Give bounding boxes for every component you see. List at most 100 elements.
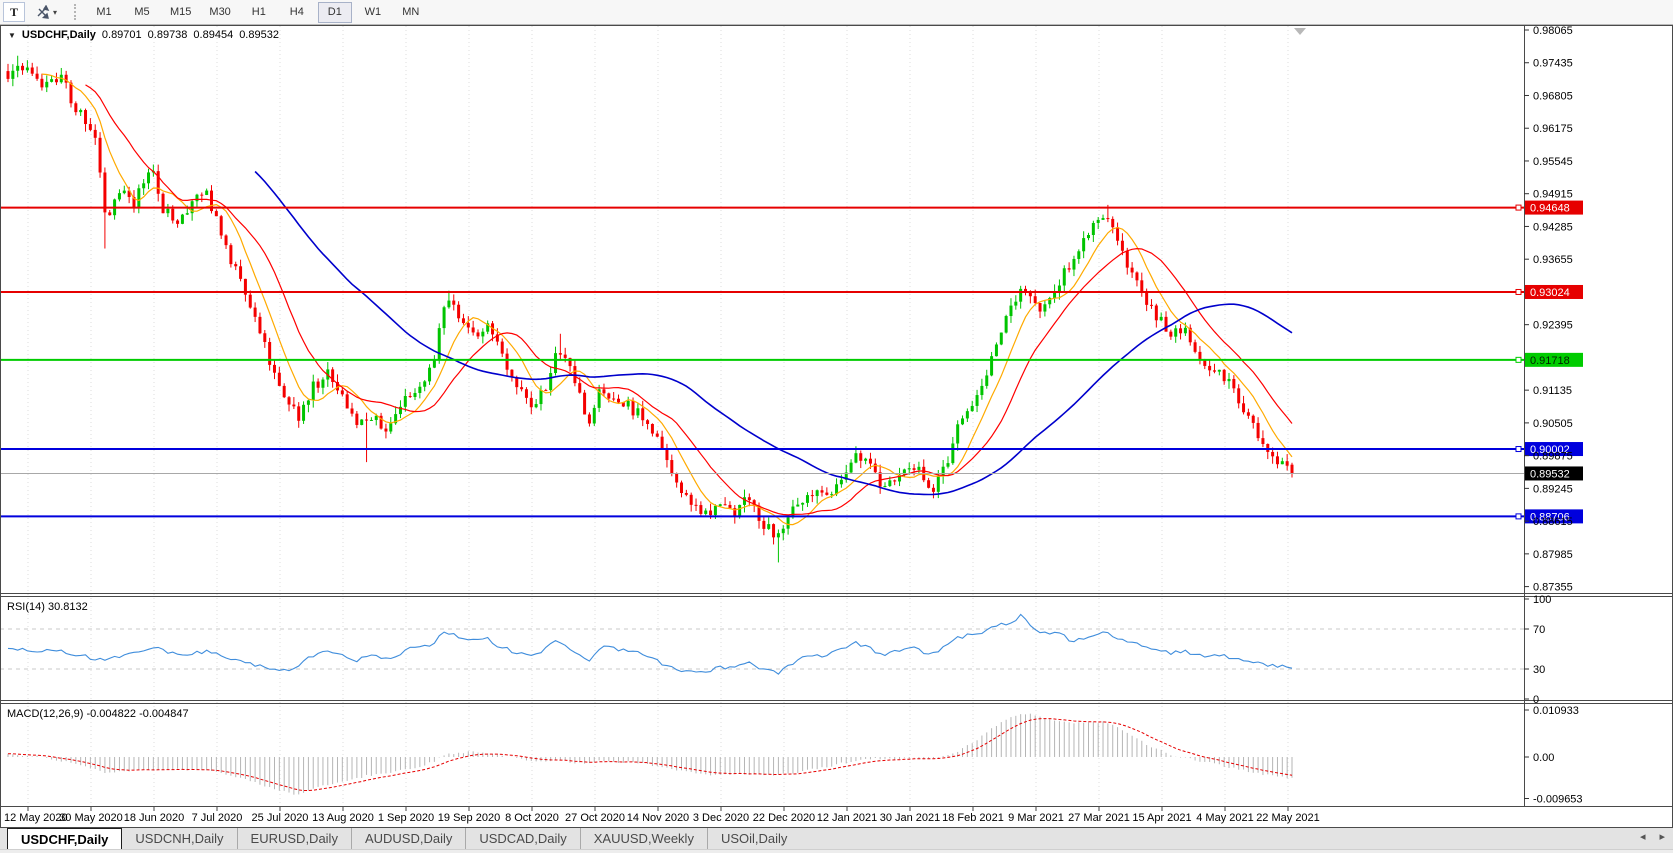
date-axis-label: 12 Jan 2021	[817, 812, 878, 824]
date-axis-label: 14 Nov 2020	[627, 812, 689, 824]
tab-usdcad-daily[interactable]: USDCAD,Daily	[465, 828, 579, 849]
price-axis-label: 0.87985	[1533, 549, 1573, 561]
candle-body	[394, 414, 398, 424]
candle-body	[1179, 328, 1183, 334]
candle-body	[447, 300, 451, 308]
candle-body	[1028, 291, 1032, 297]
candle-body	[350, 408, 354, 414]
candle-body	[1091, 222, 1095, 235]
candle-body	[607, 393, 611, 399]
tab-scroll-left-icon[interactable]: ◂	[1639, 831, 1646, 843]
timeframe-button-h1[interactable]: H1	[242, 2, 276, 23]
candle-body	[1174, 328, 1178, 337]
top-toolbar: T ▾ M1 M5 M15 M30 H1 H4 D1 W1 MN	[0, 0, 1673, 25]
candle-body	[335, 381, 339, 391]
candle-body	[1271, 451, 1275, 457]
tab-eurusd-daily[interactable]: EURUSD,Daily	[236, 828, 351, 849]
tab-usdchf-daily[interactable]: USDCHF,Daily	[7, 828, 123, 849]
ohlc-close-value: 0.89532	[239, 29, 279, 41]
candle-body	[224, 235, 228, 246]
candle-body	[142, 183, 146, 189]
candle-body	[185, 213, 189, 215]
pointer-arrows-icon	[37, 4, 50, 19]
candle-body	[161, 193, 165, 214]
ohlc-open-value: 0.89701	[101, 29, 142, 41]
price-axis-label: 0.96175	[1533, 123, 1573, 135]
candle-body	[825, 492, 829, 495]
tab-scroll-right-icon[interactable]: ▸	[1659, 831, 1665, 843]
timeframe-button-m5[interactable]: M5	[125, 2, 159, 23]
candle-body	[815, 490, 819, 497]
candle-body	[93, 129, 97, 138]
candle-body	[297, 406, 301, 421]
candle-body	[287, 397, 291, 405]
pointer-tools-button[interactable]: ▾	[27, 2, 65, 22]
candle-body	[1203, 359, 1207, 366]
candle-body	[1019, 288, 1023, 302]
symbol-dropdown-icon[interactable]: ▼	[8, 30, 16, 40]
candle-body	[772, 524, 776, 538]
candle-body	[510, 369, 514, 378]
candle-body	[1072, 258, 1076, 270]
candle-body	[1033, 296, 1037, 304]
date-axis-label: 7 Jul 2020	[192, 812, 243, 824]
timeframe-button-d1[interactable]: D1	[317, 1, 352, 23]
toolbar-grip[interactable]	[74, 4, 79, 20]
candle-body	[621, 402, 625, 407]
candle-body	[1237, 388, 1241, 404]
ma-slow-line	[254, 170, 1293, 496]
price-axis-label: 0.94915	[1533, 189, 1573, 201]
tab-scroll-controls: ◂ ▸	[1640, 830, 1665, 843]
tab-usdcnh-daily[interactable]: USDCNH,Daily	[135, 831, 224, 846]
candle-body	[413, 392, 417, 397]
candle-body	[612, 398, 616, 400]
candle-body	[801, 502, 805, 505]
candle-body	[781, 528, 785, 534]
dropdown-caret-icon: ▾	[52, 7, 57, 17]
candle-body	[282, 385, 286, 398]
candle-body	[30, 67, 34, 74]
current-price-label-bg	[1525, 466, 1583, 481]
text-tool-button[interactable]: T	[3, 2, 25, 22]
candle-body	[54, 79, 58, 83]
timeframe-button-h4[interactable]: H4	[280, 2, 314, 23]
tab-usoil-daily[interactable]: USOil,Daily	[706, 828, 800, 849]
candle-body	[311, 381, 315, 401]
level-price-label-bg	[1525, 200, 1583, 215]
tab-audusd-daily[interactable]: AUDUSD,Daily	[350, 828, 465, 849]
candle-body	[253, 307, 257, 317]
rsi-axis-label: 100	[1533, 594, 1551, 606]
candle-body	[302, 404, 306, 421]
ohlc-low-value: 0.89454	[193, 29, 234, 41]
candle-body	[796, 504, 800, 507]
timeframe-button-m1[interactable]: M1	[87, 2, 121, 23]
candle-body	[946, 463, 950, 467]
candle-body	[481, 331, 485, 337]
timeframe-button-m15[interactable]: M15	[163, 2, 198, 23]
candle-body	[893, 480, 897, 482]
chart-title-bar: ▼ USDCHF,Daily 0.89701 0.89738 0.89454 0…	[8, 29, 279, 41]
candle-body	[389, 423, 393, 432]
price-axis-label: 0.98065	[1533, 25, 1573, 37]
candle-body	[1082, 238, 1086, 252]
timeframe-button-mn[interactable]: MN	[394, 2, 428, 23]
timeframe-button-w1[interactable]: W1	[356, 2, 390, 23]
candle-body	[1208, 365, 1212, 371]
candle-body	[868, 458, 872, 464]
candle-body	[961, 418, 965, 425]
chart-shift-marker-icon[interactable]	[1294, 28, 1306, 35]
candle-body	[1130, 267, 1134, 273]
candle-body	[917, 466, 921, 470]
candle-body	[583, 392, 587, 415]
candle-body	[898, 474, 902, 482]
price-axis-label: 0.89245	[1533, 483, 1573, 495]
candle-body	[1067, 268, 1071, 270]
candle-body	[679, 482, 683, 494]
level-price-label-bg	[1525, 442, 1583, 457]
candle-body	[650, 423, 654, 434]
tab-xauusd-weekly[interactable]: XAUUSD,Weekly	[579, 828, 707, 849]
candle-body	[306, 400, 310, 405]
timeframe-button-m30[interactable]: M30	[202, 2, 237, 23]
candle-body	[665, 448, 669, 461]
